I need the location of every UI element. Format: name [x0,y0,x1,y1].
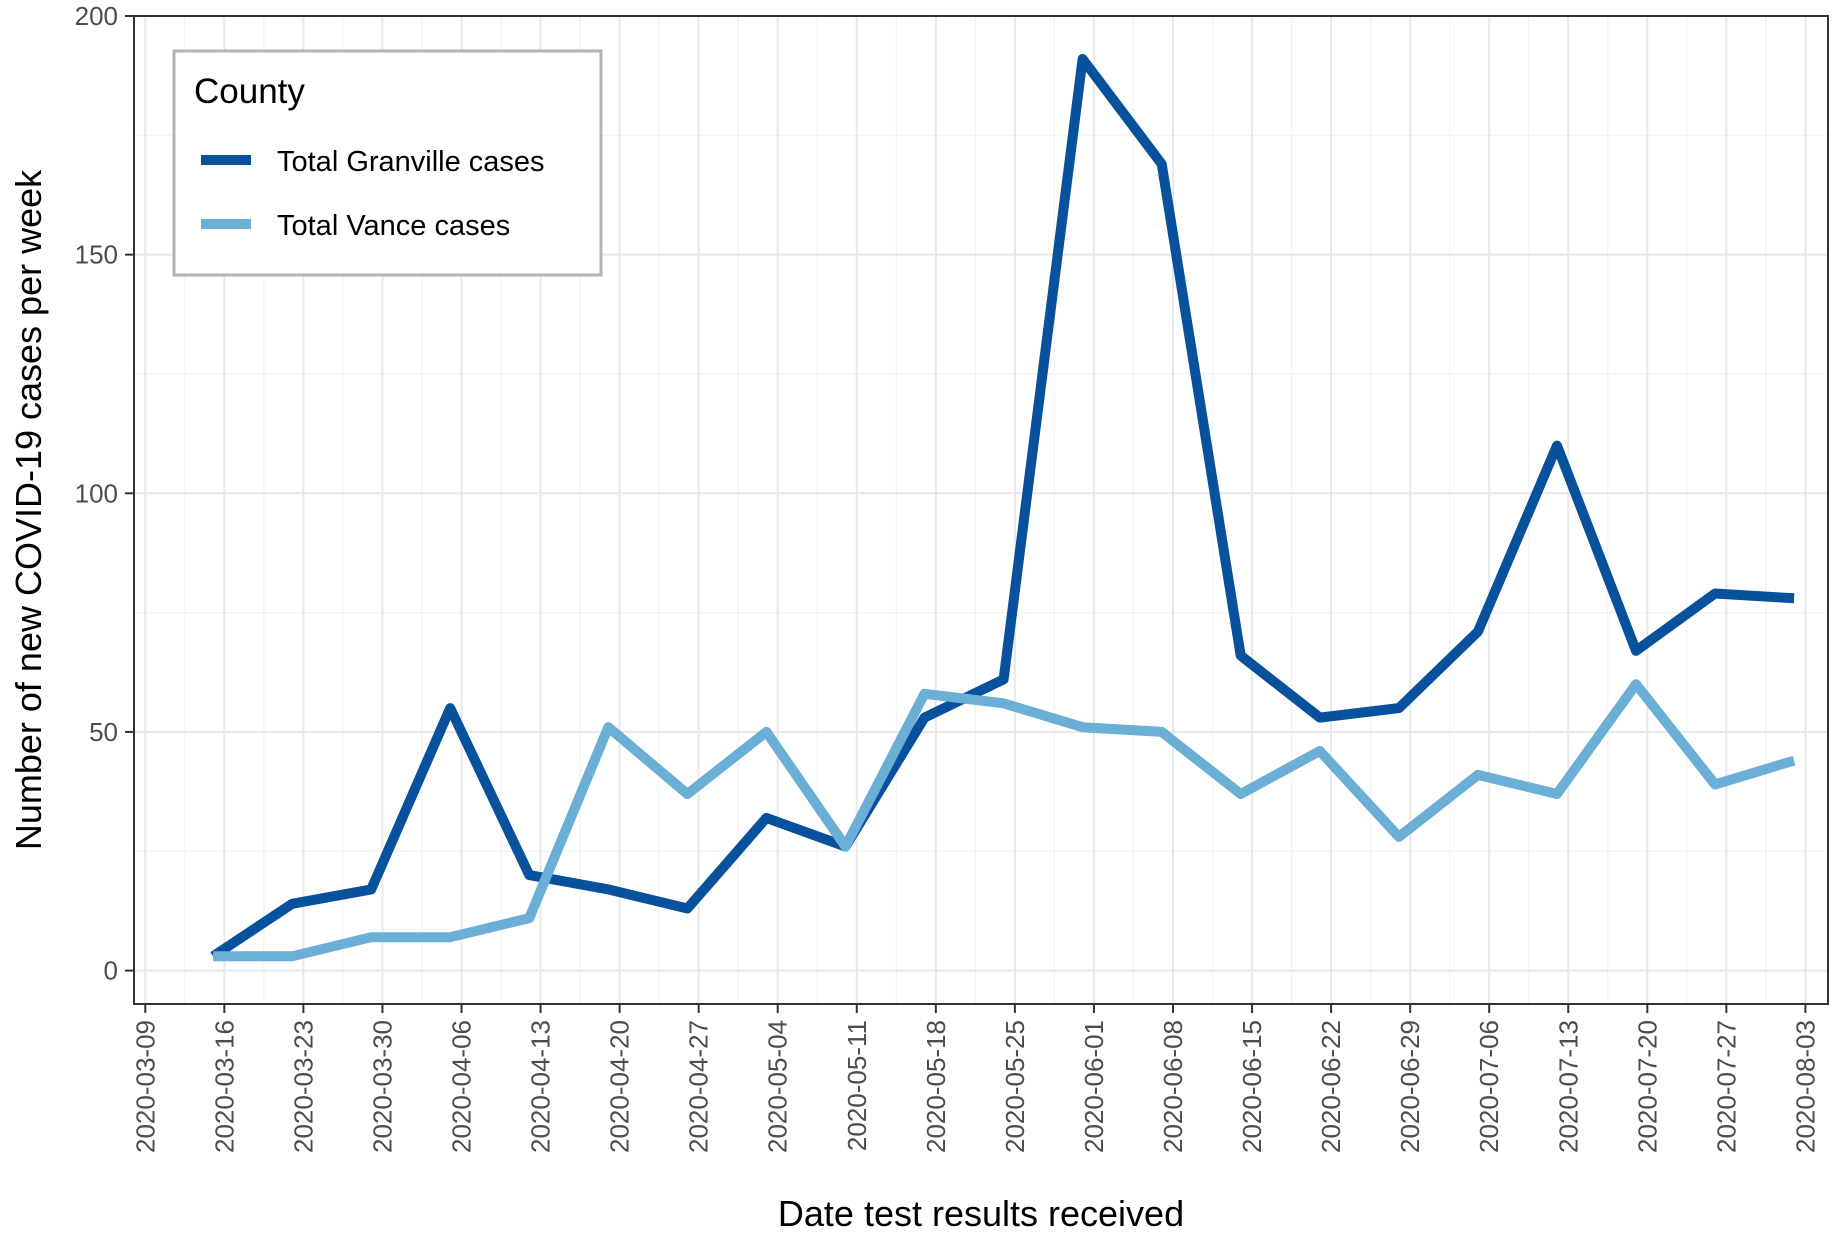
x-tick-label: 2020-06-22 [1316,1020,1346,1153]
x-tick-label: 2020-05-25 [1000,1020,1030,1153]
y-axis: 0 50 100 150 200 [75,1,134,986]
y-axis-title: Number of new COVID-19 cases per week [8,169,49,850]
series-line-granville [210,54,1795,961]
x-axis-title: Date test results received [778,1193,1184,1234]
x-tick-label: 2020-04-06 [447,1020,477,1153]
legend-label-vance: Total Vance cases [277,210,510,242]
series-lines [210,54,1796,962]
x-axis: 2020-03-09 2020-03-16 2020-03-23 2020-03-30… [130,1004,1820,1153]
y-tick-label: 50 [89,717,118,747]
x-tick-label: 2020-04-27 [684,1020,714,1153]
x-tick-label: 2020-07-20 [1632,1020,1662,1153]
x-tick-label: 2020-06-08 [1158,1020,1188,1153]
legend-title: County [194,72,305,111]
x-tick-label: 2020-06-15 [1237,1020,1267,1153]
x-tick-label: 2020-05-04 [763,1020,793,1153]
x-tick-label: 2020-03-30 [368,1020,398,1153]
x-tick-label: 2020-06-29 [1395,1020,1425,1153]
x-tick-label: 2020-03-09 [130,1020,160,1153]
legend: County Total Granville cases Total Vance… [172,49,603,277]
plot-border [133,15,1829,1005]
legend-label-granville: Total Granville cases [277,146,545,178]
y-tick-label: 150 [75,240,118,270]
x-tick-label: 2020-04-13 [526,1020,556,1153]
x-tick-label: 2020-08-03 [1790,1020,1820,1153]
y-tick-label: 0 [104,956,118,986]
x-tick-label: 2020-05-11 [842,1020,872,1151]
x-tick-label: 2020-03-23 [288,1020,318,1153]
x-tick-label: 2020-07-27 [1711,1020,1741,1153]
series-line-vance [213,679,1796,962]
y-tick-label: 200 [75,1,118,31]
x-tick-label: 2020-04-20 [605,1020,635,1153]
x-tick-label: 2020-05-18 [921,1020,951,1153]
y-tick-label: 100 [75,478,118,508]
x-tick-label: 2020-03-16 [209,1020,239,1153]
x-tick-label: 2020-06-01 [1079,1020,1109,1153]
x-tick-label: 2020-07-13 [1553,1020,1583,1153]
x-tick-label: 2020-07-06 [1474,1020,1504,1153]
